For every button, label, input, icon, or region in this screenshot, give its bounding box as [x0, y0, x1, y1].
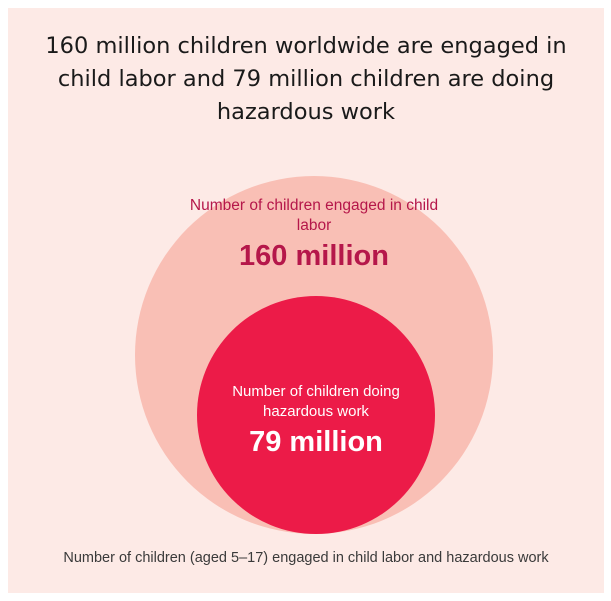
hazardous-work-value: 79 million: [249, 426, 383, 458]
child-labor-label: Number of children engaged in child labo…: [189, 197, 439, 234]
infographic-title: 160 million children worldwide are engag…: [45, 33, 567, 125]
hazardous-work-circle: [197, 296, 435, 534]
caption: Number of children (aged 5–17) engaged i…: [63, 550, 549, 566]
child-labor-value: 160 million: [239, 240, 389, 272]
hazardous-work-label: Number of children doing hazardous work: [232, 383, 400, 420]
infographic-card: 160 million children worldwide are engag…: [8, 8, 604, 593]
